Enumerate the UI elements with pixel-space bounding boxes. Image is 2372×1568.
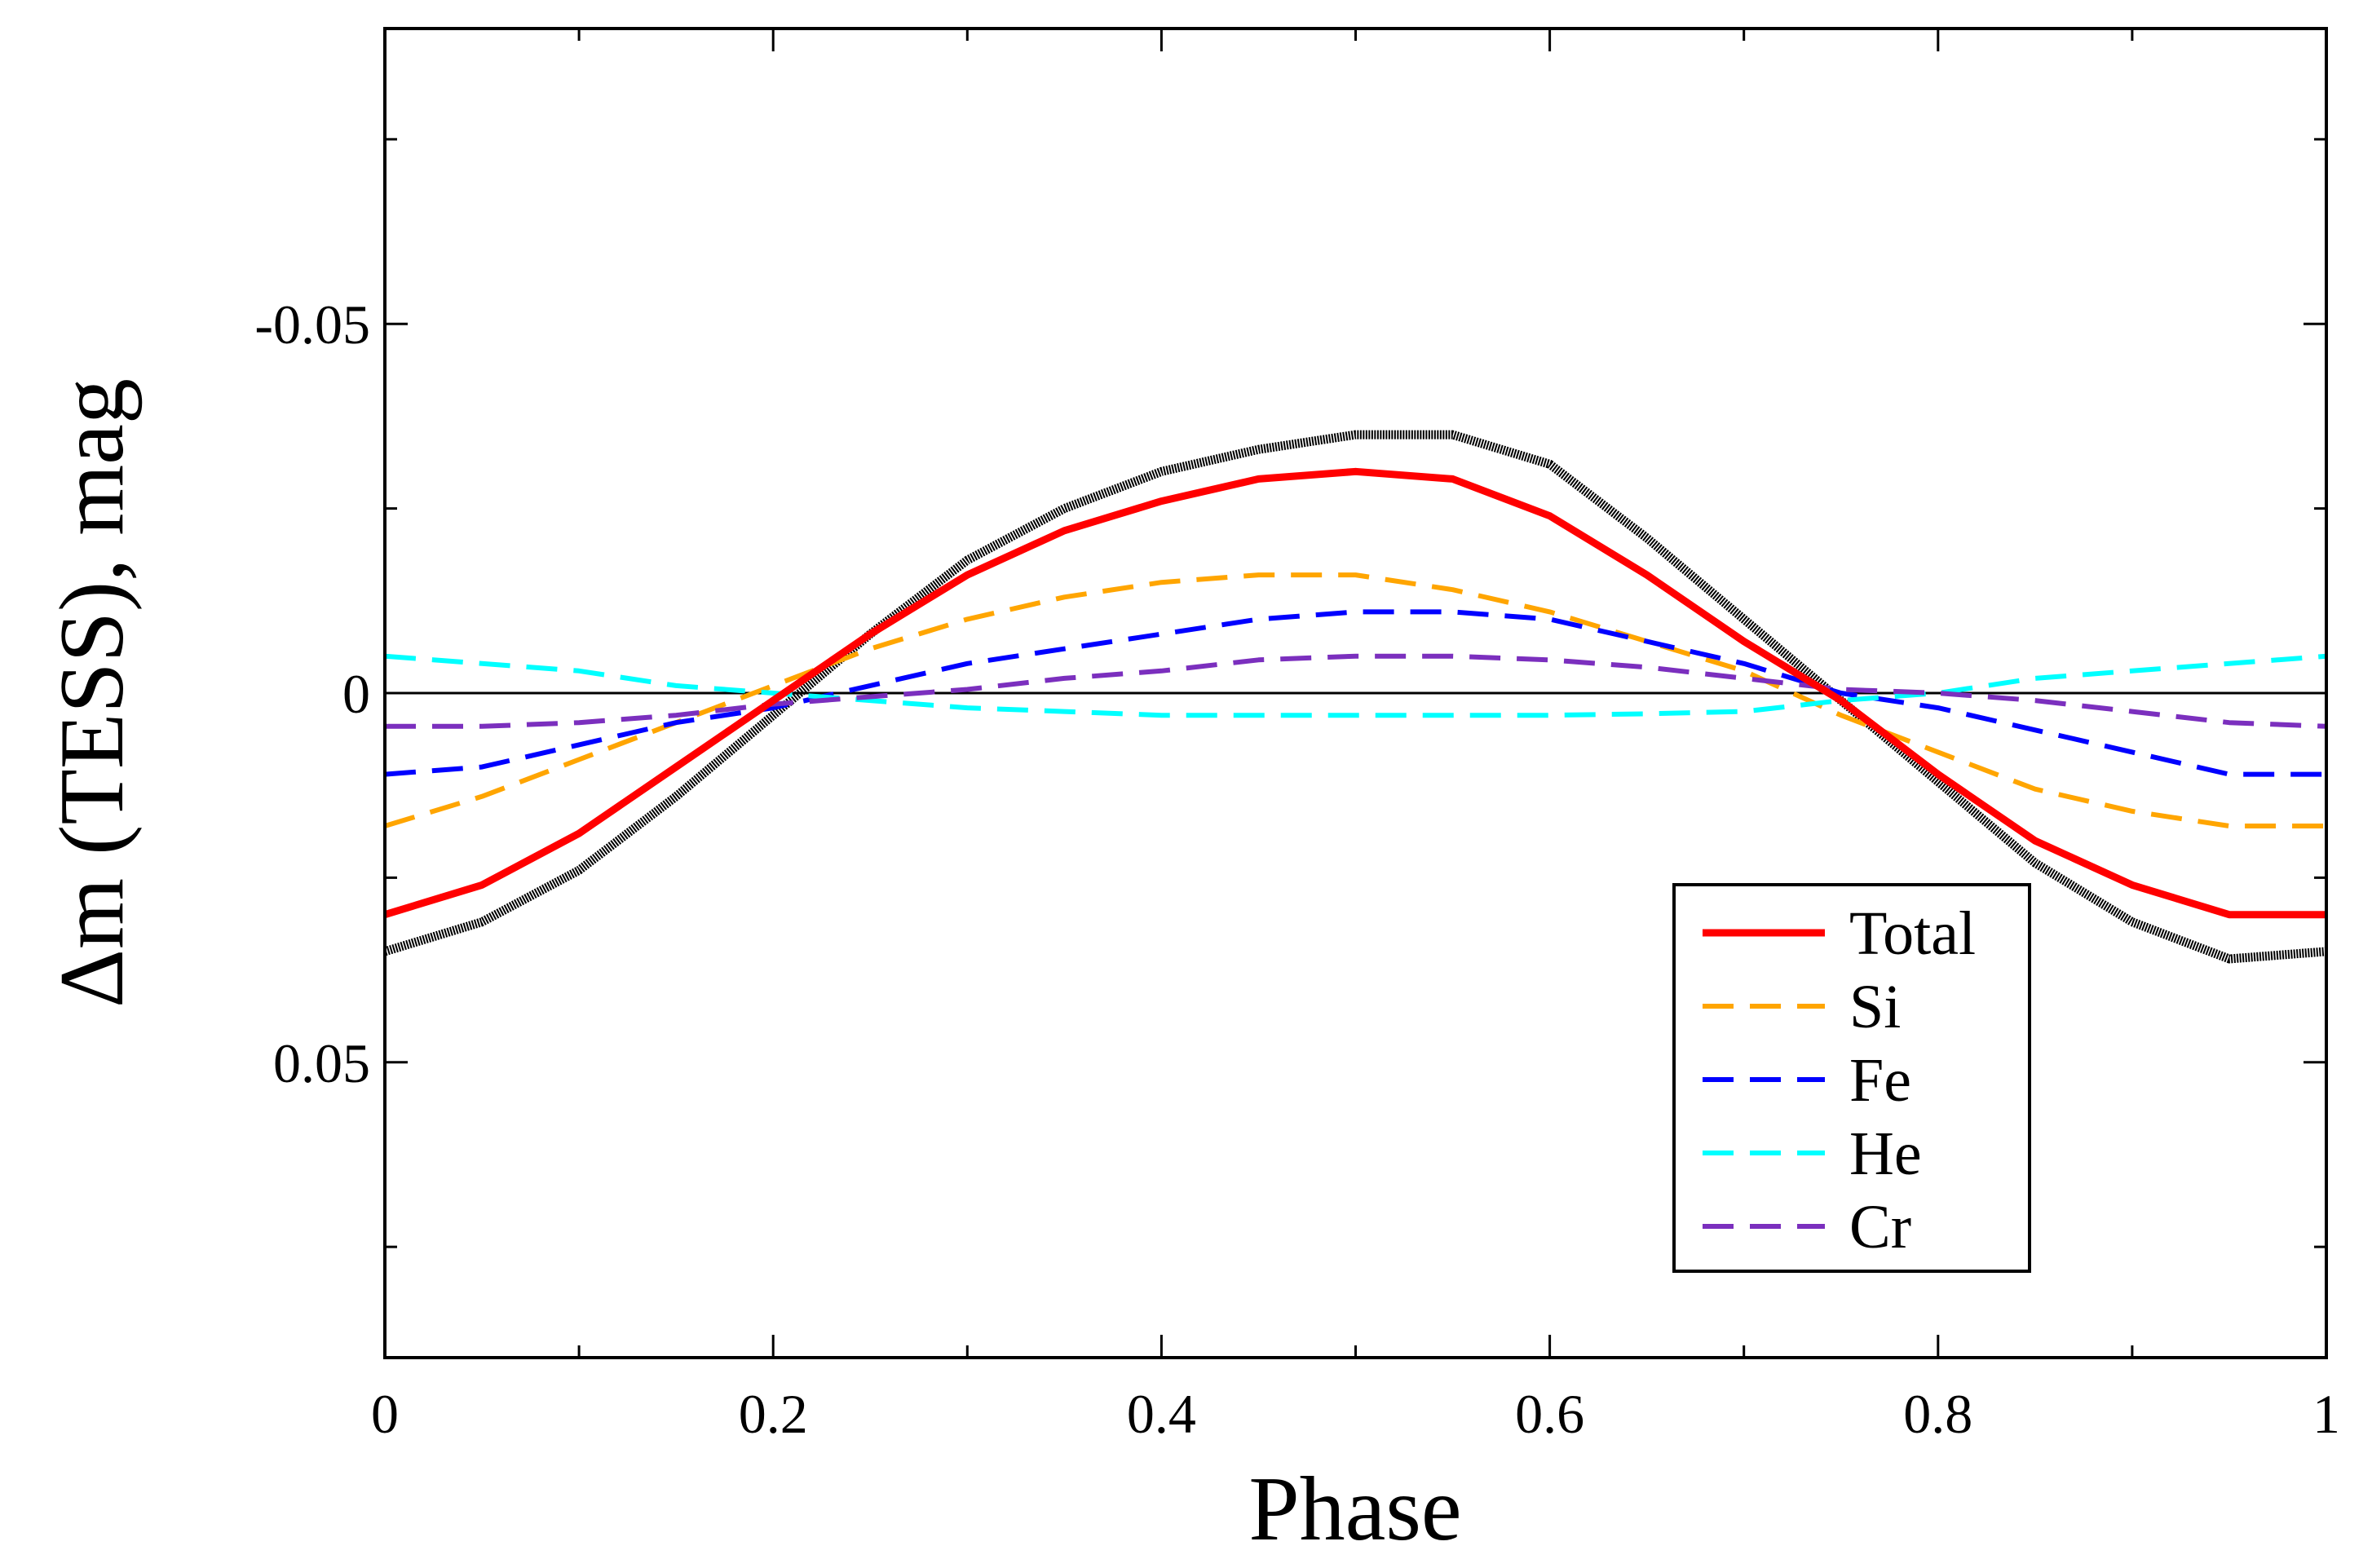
- legend-label-fe: Fe: [1849, 1046, 1911, 1115]
- x-tick-label: 0.6: [1515, 1383, 1584, 1445]
- y-tick-label: 0.05: [273, 1032, 370, 1094]
- axes: 0 0.2 0.4 0.6 0.8 1 -0.05 0 0.05: [254, 29, 2340, 1445]
- y-tick-label: 0: [342, 663, 370, 725]
- x-tick-label: 0: [371, 1383, 399, 1445]
- x-axis-title: Phase: [1248, 1459, 1461, 1560]
- observed-data-curve: [383, 430, 2327, 964]
- legend-label-si: Si: [1849, 973, 1901, 1041]
- y-tick-label: -0.05: [254, 294, 370, 356]
- y-axis-title: Δm (TESS), mag: [42, 378, 143, 1008]
- legend-label-total: Total: [1849, 899, 1976, 968]
- series-line-total: [383, 467, 2326, 919]
- plot-frame: [383, 27, 2328, 1359]
- x-tick-label: 1: [2312, 1383, 2340, 1445]
- legend-label-he: He: [1849, 1120, 1922, 1188]
- curves: [383, 430, 2327, 964]
- x-tick-label: 0.4: [1127, 1383, 1196, 1445]
- x-tick-label: 0.2: [739, 1383, 808, 1445]
- series-line-cr: [385, 653, 2327, 729]
- series-line-he: [384, 653, 2327, 718]
- x-tick-label: 0.8: [1903, 1383, 1972, 1445]
- series-line-si: [384, 572, 2326, 828]
- legend-label-cr: Cr: [1849, 1193, 1911, 1261]
